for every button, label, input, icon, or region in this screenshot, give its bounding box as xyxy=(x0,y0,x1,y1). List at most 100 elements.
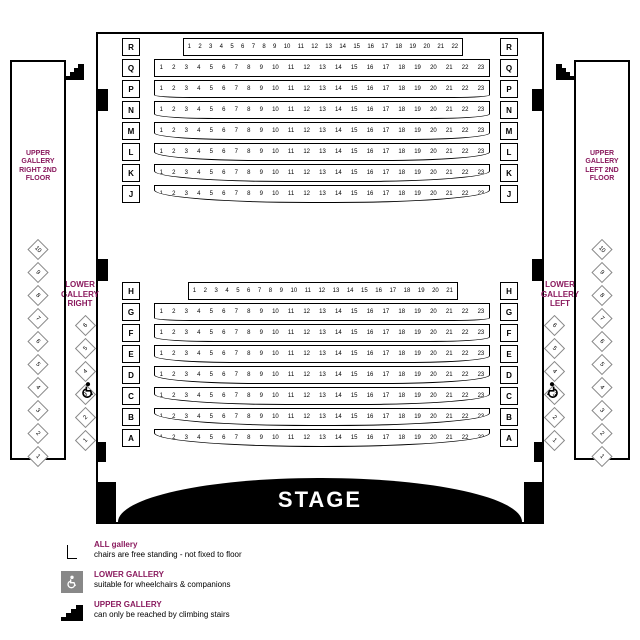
gallery-seat: 1 xyxy=(27,446,48,467)
seat-row: B1234567891011121314151617181920212223B xyxy=(98,408,542,428)
row-letter: C xyxy=(500,387,518,405)
gallery-seat: 5 xyxy=(75,338,96,359)
gallery-seat: 2 xyxy=(75,407,96,428)
chair-icon xyxy=(60,540,84,564)
seat-row: A1234567891011121314151617181920212223A xyxy=(98,429,542,449)
wheelchair-icon xyxy=(78,380,98,400)
gallery-seat: 4 xyxy=(27,377,48,398)
gallery-seat: 3 xyxy=(591,400,612,421)
auditorium-frame: R12345678910111213141516171819202122RQ12… xyxy=(96,32,544,524)
row-letter: P xyxy=(500,80,518,98)
upper-gallery-right-panel: UPPER GALLERY RIGHT 2ND FLOOR 1098765432… xyxy=(10,60,66,460)
upper-gallery-left-seats: 10987654321 xyxy=(595,238,610,468)
gallery-seat: 10 xyxy=(591,239,612,260)
lower-gallery-right-label: LOWER GALLERY RIGHT xyxy=(60,280,100,309)
row-letter: D xyxy=(122,366,140,384)
seat-bar: 1234567891011121314151617181920212223 xyxy=(154,164,490,182)
seat-bar: 1234567891011121314151617181920212223 xyxy=(154,408,490,426)
seat-bar: 1234567891011121314151617181920212223 xyxy=(154,122,490,140)
seat-row: N1234567891011121314151617181920212223N xyxy=(98,101,542,121)
gallery-seat: 2 xyxy=(27,423,48,444)
upper-gallery-left-label: UPPER GALLERY LEFT 2ND FLOOR xyxy=(580,150,624,184)
gallery-seat: 5 xyxy=(591,354,612,375)
door-notch xyxy=(532,259,544,281)
gallery-seat: 4 xyxy=(591,377,612,398)
seat-bar: 1234567891011121314151617181920212223 xyxy=(154,387,490,405)
gallery-seat: 2 xyxy=(544,407,565,428)
gallery-seat: 8 xyxy=(27,285,48,306)
seat-row: F 1234567891011121314151617181920212223 F xyxy=(98,324,542,344)
row-letter: R xyxy=(122,38,140,56)
seat-row: L1234567891011121314151617181920212223L xyxy=(98,143,542,163)
door-notch xyxy=(96,482,116,522)
row-letter: Q xyxy=(122,59,140,77)
row-letter: J xyxy=(500,185,518,203)
seat-row: D1234567891011121314151617181920212223D xyxy=(98,366,542,386)
seat-bar: 1234567891011121314151617181920212223 xyxy=(154,324,490,342)
seat-bar: 12345678910111213141516171819202122 xyxy=(183,38,463,56)
seat-row: C 1234567891011121314151617181920212223 C xyxy=(98,387,542,407)
seat-bar: 1234567891011121314151617181920212223 xyxy=(154,185,490,203)
gallery-seat: 5 xyxy=(544,338,565,359)
row-letter: K xyxy=(500,164,518,182)
upper-gallery-right-seats: 10987654321 xyxy=(31,238,46,468)
seat-bar: 1234567891011121314151617181920212223 xyxy=(154,59,490,77)
legend-row: ALL gallerychairs are free standing - no… xyxy=(60,540,580,564)
seat-bar: 1234567891011121314151617181920212223 xyxy=(154,345,490,363)
row-letter: B xyxy=(122,408,140,426)
gallery-seat: 9 xyxy=(27,262,48,283)
lower-seating-section: H123456789101112131415161718192021HG 1234… xyxy=(98,282,542,450)
stairs-icon xyxy=(66,62,84,80)
stage-label: STAGE xyxy=(278,487,362,513)
upper-seating-section: R12345678910111213141516171819202122RQ12… xyxy=(98,38,542,206)
legend-row: UPPER GALLERYcan only be reached by clim… xyxy=(60,600,580,624)
row-letter: M xyxy=(500,122,518,140)
gallery-seat: 5 xyxy=(27,354,48,375)
gallery-seat: 6 xyxy=(27,331,48,352)
seat-row: R 12345678910111213141516171819202122 R xyxy=(98,38,542,58)
seat-row: K 1234567891011121314151617181920212223 K xyxy=(98,164,542,184)
seat-bar: 1234567891011121314151617181920212223 xyxy=(154,429,490,447)
upper-gallery-right-label: UPPER GALLERY RIGHT 2ND FLOOR xyxy=(16,150,60,184)
seat-row: H123456789101112131415161718192021H xyxy=(98,282,542,302)
gallery-seat: 8 xyxy=(591,285,612,306)
legend: ALL gallerychairs are free standing - no… xyxy=(60,540,580,630)
gallery-seat: 6 xyxy=(75,315,96,336)
row-letter: G xyxy=(500,303,518,321)
row-letter: E xyxy=(122,345,140,363)
stairs-icon xyxy=(60,600,84,624)
gallery-seat: 1 xyxy=(591,446,612,467)
gallery-seat: 6 xyxy=(591,331,612,352)
row-letter: N xyxy=(122,101,140,119)
seat-row: Q 1234567891011121314151617181920212223 Q xyxy=(98,59,542,79)
wheelchair-icon xyxy=(60,570,84,594)
seat-row: J1234567891011121314151617181920212223J xyxy=(98,185,542,205)
gallery-seat: 6 xyxy=(544,315,565,336)
row-letter: F xyxy=(122,324,140,342)
row-letter: P xyxy=(122,80,140,98)
row-letter: L xyxy=(122,143,140,161)
gallery-seat: 7 xyxy=(27,308,48,329)
gallery-seat: 1 xyxy=(544,430,565,451)
stage: STAGE xyxy=(118,478,522,522)
row-letter: K xyxy=(122,164,140,182)
legend-row: LOWER GALLERYsuitable for wheelchairs & … xyxy=(60,570,580,594)
door-notch xyxy=(96,259,108,281)
gallery-seat: 1 xyxy=(75,430,96,451)
upper-gallery-left-panel: UPPER GALLERY LEFT 2ND FLOOR 10987654321 xyxy=(574,60,630,460)
gallery-seat: 3 xyxy=(27,400,48,421)
gallery-seat: 10 xyxy=(27,239,48,260)
legend-text: LOWER GALLERYsuitable for wheelchairs & … xyxy=(94,570,231,589)
seat-bar: 1234567891011121314151617181920212223 xyxy=(154,80,490,98)
seat-bar: 1234567891011121314151617181920212223 xyxy=(154,303,490,321)
door-notch xyxy=(524,482,544,522)
row-letter: Q xyxy=(500,59,518,77)
stairs-icon xyxy=(556,62,574,80)
row-letter: H xyxy=(122,282,140,300)
row-letter: F xyxy=(500,324,518,342)
row-letter: R xyxy=(500,38,518,56)
row-letter: D xyxy=(500,366,518,384)
row-letter: E xyxy=(500,345,518,363)
row-letter: C xyxy=(122,387,140,405)
row-letter: A xyxy=(122,429,140,447)
